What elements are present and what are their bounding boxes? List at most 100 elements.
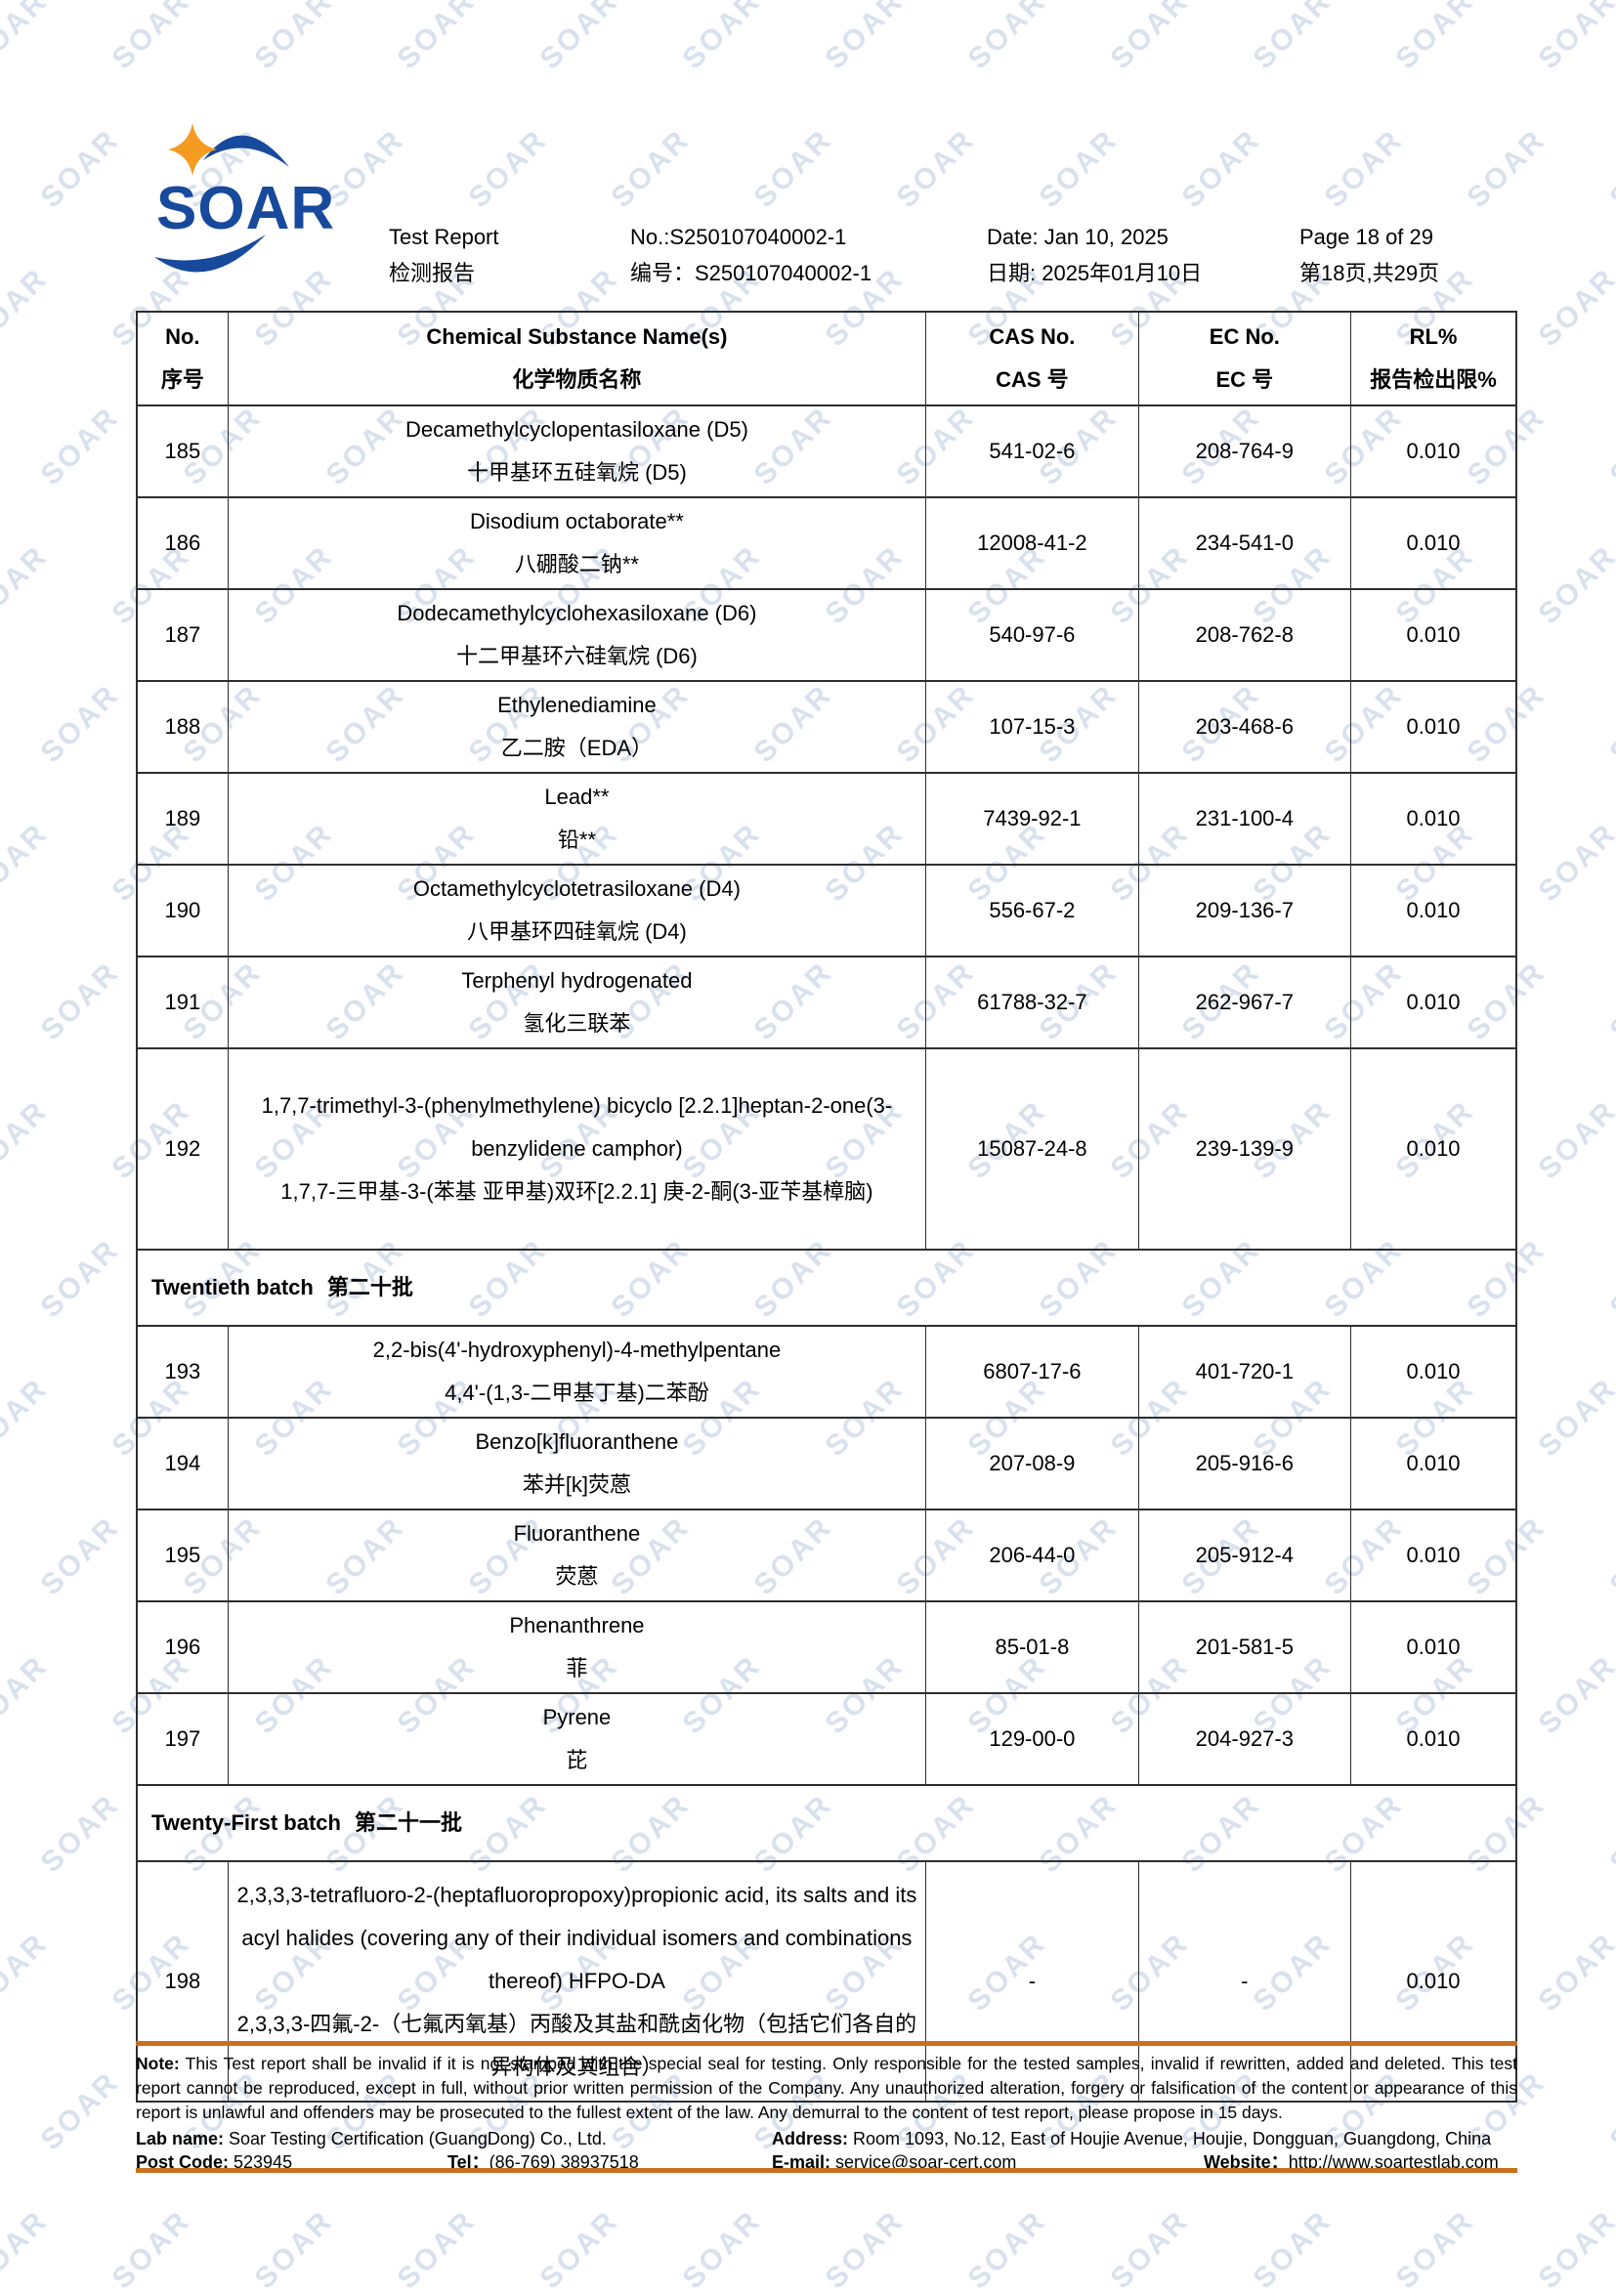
lab-post-code: Post Code: 523945 (136, 2150, 292, 2174)
cell-ec: 205-916-6 (1137, 1417, 1352, 1510)
cell-rl: 0.010 (1350, 1692, 1517, 1786)
lab-address: Address: Room 1093, No.12, East of Houji… (772, 2127, 1491, 2150)
table-row: 195 Fluoranthene 荧蒽 206-44-0 205-912-4 0… (136, 1509, 1517, 1602)
cell-no: 195 (136, 1509, 229, 1602)
cell-ec: 234-541-0 (1137, 496, 1352, 590)
cell-no: 193 (136, 1325, 229, 1419)
table-row: 192 1,7,7-trimethyl-3-(phenylmethylene) … (136, 1047, 1517, 1251)
cell-rl: 0.010 (1350, 1047, 1517, 1251)
cell-name-zh: 4,4'-(1,3-二甲基丁基)二苯酚 (445, 1381, 709, 1405)
cell-name-zh: 十甲基环五硅氧烷 (D5) (466, 460, 687, 485)
substance-table: No. 序号 Chemical Substance Name(s) 化学物质名称… (136, 311, 1517, 2103)
table-row: 194 Benzo[k]fluoranthene 苯并[k]荧蒽 207-08-… (136, 1417, 1517, 1510)
cell-name-en: 1,7,7-trimethyl-3-(phenylmethylene) bicy… (261, 1093, 893, 1161)
cell-name: 1,7,7-trimethyl-3-(phenylmethylene) bicy… (227, 1047, 927, 1251)
cell-ec: 203-468-6 (1137, 680, 1352, 774)
report-date: Date: Jan 10, 2025 日期: 2025年01月10日 (987, 219, 1202, 291)
lab-tel-label: Tel： (447, 2152, 489, 2172)
footer-bottom-divider (136, 2168, 1517, 2173)
cell-rl: 0.010 (1350, 1325, 1517, 1419)
cell-no: 187 (136, 588, 229, 682)
batch-separator-row: Twenty-First batch 第二十一批 (136, 1784, 1517, 1862)
table-row: 188 Ethylenediamine 乙二胺（EDA） 107-15-3 20… (136, 680, 1517, 774)
table-row: 185 Decamethylcyclopentasiloxane (D5) 十甲… (136, 404, 1517, 498)
report-number: No.:S250107040002-1 编号：S250107040002-1 (630, 219, 872, 291)
cell-ec: 239-139-9 (1137, 1047, 1352, 1251)
cell-name-en: Terphenyl hydrogenated (461, 968, 693, 993)
report-date-zh: 日期: 2025年01月10日 (987, 261, 1203, 285)
footer-note-label: Note: (136, 2054, 180, 2073)
batch-separator-cell: Twenty-First batch 第二十一批 (136, 1784, 1517, 1862)
lab-website-label: Website： (1204, 2152, 1289, 2172)
lab-name-label: Lab name: (136, 2129, 225, 2148)
cell-cas: 207-08-9 (925, 1417, 1139, 1510)
column-header-name-en: Chemical Substance Name(s) (426, 324, 728, 349)
cell-cas: 107-15-3 (925, 680, 1139, 774)
table-row: 193 2,2-bis(4'-hydroxyphenyl)-4-methylpe… (136, 1325, 1517, 1419)
cell-rl: 0.010 (1350, 772, 1517, 866)
cell-rl: 0.010 (1350, 1509, 1517, 1602)
cell-name-en: Fluoranthene (513, 1521, 641, 1546)
column-header-rl: RL% 报告检出限% (1350, 311, 1517, 406)
cell-ec: 208-764-9 (1137, 404, 1352, 498)
batch-label-zh: 第二十一批 (354, 1810, 462, 1835)
batch-separator-row: Twentieth batch 第二十批 (136, 1249, 1517, 1327)
cell-cas: 541-02-6 (925, 404, 1139, 498)
lab-tel-value: (86-769) 38937518 (489, 2152, 639, 2172)
column-header-cas-zh: CAS 号 (996, 367, 1069, 392)
cell-ec: 204-927-3 (1137, 1692, 1352, 1786)
cell-name-zh: 铅** (557, 828, 596, 852)
cell-name: Ethylenediamine 乙二胺（EDA） (227, 680, 927, 774)
lab-website-value: http://www.soartestlab.com (1288, 2152, 1499, 2172)
cell-ec: 262-967-7 (1137, 956, 1352, 1049)
table-row: 196 Phenanthrene 菲 85-01-8 201-581-5 0.0… (136, 1600, 1517, 1694)
cell-ec: 231-100-4 (1137, 772, 1352, 866)
cell-name: Phenanthrene 菲 (227, 1600, 927, 1694)
lab-name-value: Soar Testing Certification (GuangDong) C… (224, 2129, 607, 2148)
soar-logo: SOAR (154, 123, 334, 273)
cell-name-zh: 芘 (566, 1748, 588, 1772)
cell-name: 2,3,3,3-tetrafluoro-2-(heptafluoropropox… (227, 1860, 927, 2103)
cell-name-en: Ethylenediamine (497, 693, 657, 717)
cell-name-zh: 八硼酸二钠** (514, 552, 639, 576)
cell-name: Benzo[k]fluoranthene 苯并[k]荧蒽 (227, 1417, 927, 1510)
table-row: 187 Dodecamethylcyclohexasiloxane (D6) 十… (136, 588, 1517, 682)
column-header-no-en: No. (165, 324, 200, 349)
batch-label-zh: 第二十批 (326, 1275, 413, 1299)
table-row: 198 2,3,3,3-tetrafluoro-2-(heptafluoropr… (136, 1860, 1517, 2103)
cell-rl: 0.010 (1350, 1860, 1517, 2103)
cell-name-en: Decamethylcyclopentasiloxane (D5) (404, 417, 748, 442)
cell-name-en: Disodium octaborate** (469, 509, 684, 533)
column-header-ec-zh: EC 号 (1215, 367, 1274, 392)
table-row: 190 Octamethylcyclotetrasiloxane (D4) 八甲… (136, 864, 1517, 957)
cell-rl: 0.010 (1350, 404, 1517, 498)
logo-swoosh-bottom-icon (154, 234, 266, 273)
column-header-rl-zh: 报告检出限% (1370, 367, 1497, 392)
column-header-no: No. 序号 (136, 311, 229, 406)
report-number-en: No.:S250107040002-1 (630, 225, 847, 249)
cell-name-zh: 菲 (566, 1656, 588, 1680)
substance-table-header: No. 序号 Chemical Substance Name(s) 化学物质名称… (136, 311, 1517, 406)
report-page-en: Page 18 of 29 (1299, 225, 1434, 249)
cell-cas: 85-01-8 (925, 1600, 1139, 1694)
cell-no: 194 (136, 1417, 229, 1510)
cell-name-en: Octamethylcyclotetrasiloxane (D4) (412, 876, 741, 901)
cell-rl: 0.010 (1350, 864, 1517, 957)
report-title-en: Test Report (389, 225, 499, 249)
cell-no: 198 (136, 1860, 229, 2103)
cell-no: 188 (136, 680, 229, 774)
cell-no: 186 (136, 496, 229, 590)
cell-rl: 0.010 (1350, 496, 1517, 590)
lab-tel: Tel：(86-769) 38937518 (447, 2150, 639, 2174)
substance-table-body: 185 Decamethylcyclopentasiloxane (D5) 十甲… (136, 404, 1517, 2103)
report-title-zh: 检测报告 (389, 261, 476, 285)
report-title: Test Report 检测报告 (389, 219, 499, 291)
cell-name: Fluoranthene 荧蒽 (227, 1509, 927, 1602)
cell-cas: 206-44-0 (925, 1509, 1139, 1602)
cell-name: Dodecamethylcyclohexasiloxane (D6) 十二甲基环… (227, 588, 927, 682)
cell-name-zh: 十二甲基环六硅氧烷 (D6) (455, 644, 698, 668)
cell-name-en: Pyrene (542, 1705, 612, 1729)
lab-email: E-mail: service@soar-cert.com (772, 2150, 1016, 2174)
cell-name-zh: 2,3,3,3-四氟-2-（七氟丙氧基）丙酸及其盐和酰卤化物（包括它们各自的异构… (236, 2012, 917, 2079)
